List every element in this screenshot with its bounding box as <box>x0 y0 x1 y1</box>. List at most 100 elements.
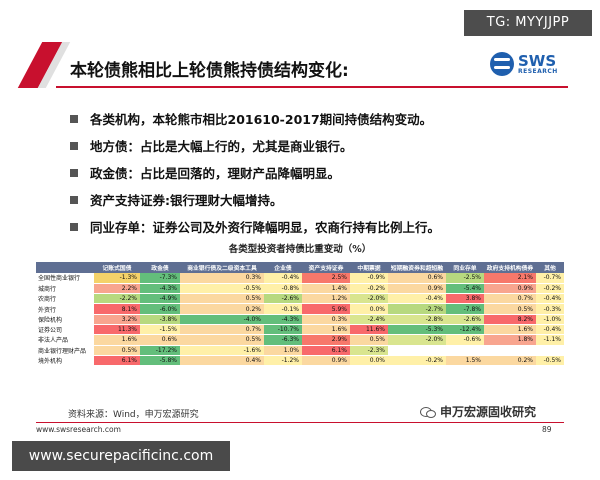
table-cell: -2.7% <box>388 303 446 315</box>
table-cell: 1.0% <box>264 345 302 356</box>
table-cell: -0.2% <box>388 355 446 367</box>
table-cell: 1.6% <box>94 334 140 346</box>
table-cell: 1.8% <box>484 334 536 346</box>
bullet-square-icon <box>70 222 78 231</box>
table-cell: -0.9% <box>350 273 388 284</box>
column-header: 短期融资券和超短融 <box>388 262 446 273</box>
bullet-square-icon <box>70 168 78 177</box>
table-row: 证券公司 11.3% -1.5% 0.7% -10.7% 1.6% 11.6% -5.3% -1… <box>36 324 564 336</box>
table-cell: 11.6% <box>350 324 388 336</box>
table-cell: -0.4% <box>388 293 446 305</box>
source-note: 资料来源：Wind，申万宏源研究 <box>68 410 199 420</box>
table-cell: 0.9% <box>388 283 446 295</box>
table-cell: -5.4% <box>446 283 484 295</box>
wechat-icon <box>420 406 436 418</box>
table-cell: -1.0% <box>536 314 564 325</box>
table-cell: 1.4% <box>302 283 350 295</box>
table-cell: 3.2% <box>94 314 140 325</box>
table-row: 城商行 2.2% -4.3% -0.5% -0.8% 1.4% -0.2% 0.9% -5.4%… <box>36 283 564 295</box>
table-cell: -6.3% <box>264 334 302 346</box>
watermark-top: TG: MYYJJPP <box>464 10 592 36</box>
row-label: 全国性商业银行 <box>36 273 94 284</box>
watermark-bottom: www.securepacificinc.com <box>12 441 230 471</box>
sws-logo-icon <box>490 52 514 76</box>
table-cell: -0.8% <box>264 283 302 295</box>
holdings-change-table: 记账式国债 政金债 商业银行债及二级资本工具 企业债 资产支持证券 中期票据 短期融资券和超… <box>36 262 564 367</box>
table-cell <box>484 345 536 356</box>
table-row: 商业银行理财产品 0.5% -17.2% -1.6% 1.0% 6.1% -2.3% <box>36 345 564 356</box>
table-cell: 0.2% <box>180 303 264 315</box>
table-cell: -2.6% <box>446 314 484 325</box>
table-cell: -1.6% <box>180 345 264 356</box>
logo-main-text: SWS <box>518 51 557 70</box>
wechat-brand-text: 申万宏源固收研究 <box>440 405 537 419</box>
table-cell: -0.4% <box>536 293 564 305</box>
table-cell: -12.4% <box>446 324 484 336</box>
table-cell: 6.1% <box>302 345 350 356</box>
table-cell: 0.5% <box>94 345 140 356</box>
row-label: 农商行 <box>36 293 94 305</box>
table-cell: -2.3% <box>350 345 388 356</box>
table-cell: 8.2% <box>484 314 536 325</box>
bullet-square-icon <box>70 195 78 204</box>
table-cell <box>388 345 446 356</box>
table-cell: 0.5% <box>180 293 264 305</box>
bullet-square-icon <box>70 141 78 150</box>
table-cell: 0.6% <box>140 334 180 346</box>
bullet-square-icon <box>70 114 78 123</box>
bullet-item: 资产支持证券:银行理财大幅增持。 <box>70 186 570 213</box>
table-cell: -2.2% <box>94 293 140 305</box>
table-cell: 5.9% <box>302 303 350 315</box>
table-cell: -2.4% <box>350 314 388 325</box>
row-label: 商业银行理财产品 <box>36 345 94 356</box>
column-header <box>36 262 94 273</box>
table-cell: 3.8% <box>446 293 484 305</box>
table-cell: 0.7% <box>484 293 536 305</box>
table-cell: -4.0% <box>180 314 264 325</box>
table-cell: 6.1% <box>94 355 140 367</box>
table-row: 全国性商业银行 -1.3% -7.3% 0.3% -0.4% 2.5% -0.9% 0.6% -… <box>36 273 564 284</box>
bullet-item: 政金债：占比是回落的，理财产品降幅明显。 <box>70 159 570 186</box>
table-cell: 0.9% <box>484 283 536 295</box>
bullet-text: 地方债：占比是大幅上行的，尤其是商业银行。 <box>90 139 353 154</box>
table-cell: 0.6% <box>388 273 446 284</box>
table-body: 全国性商业银行 -1.3% -7.3% 0.3% -0.4% 2.5% -0.9% 0.6% -… <box>36 273 564 367</box>
bullet-text: 政金债：占比是回落的，理财产品降幅明显。 <box>90 166 341 181</box>
wechat-brand: 申万宏源固收研究 <box>420 403 536 420</box>
column-header: 政金债 <box>140 262 180 273</box>
table-cell: 1.5% <box>446 355 484 367</box>
table-cell: -0.7% <box>536 273 564 284</box>
table-cell: -7.8% <box>446 303 484 315</box>
table-cell: -0.6% <box>446 334 484 346</box>
row-label: 外资行 <box>36 303 94 315</box>
table-cell: -2.6% <box>264 293 302 305</box>
page-number: 89 <box>542 425 552 434</box>
table-row: 非法人产品 1.6% 0.6% 0.5% -6.3% 2.9% 0.5% -2.0% -0.6%… <box>36 334 564 346</box>
table-cell: 2.5% <box>302 273 350 284</box>
column-header: 记账式国债 <box>94 262 140 273</box>
table-cell: -0.2% <box>536 283 564 295</box>
table-cell: -1.2% <box>264 355 302 367</box>
footer-divider <box>36 422 564 423</box>
table-cell: 8.1% <box>94 303 140 315</box>
column-header: 政府支持机构债券 <box>484 262 536 273</box>
table-row: 农商行 -2.2% -4.9% 0.5% -2.6% 1.2% -2.0% -0.4% 3.8%… <box>36 293 564 305</box>
table-title: 各类型投资者持债比重变动（%） <box>228 244 372 255</box>
table-cell: -4.3% <box>140 283 180 295</box>
row-label: 保险机构 <box>36 314 94 325</box>
table-cell: 1.6% <box>302 324 350 336</box>
table-cell: -3.8% <box>140 314 180 325</box>
column-header: 企业债 <box>264 262 302 273</box>
column-header: 其他 <box>536 262 564 273</box>
table-cell: 0.0% <box>350 303 388 315</box>
table-cell: 0.5% <box>484 303 536 315</box>
table-cell: -2.5% <box>446 273 484 284</box>
bullet-text: 各类机构，本轮熊市相比201610-2017期间持债结构变动。 <box>90 112 433 127</box>
table-cell: -0.4% <box>264 273 302 284</box>
row-label: 非法人产品 <box>36 334 94 346</box>
column-header: 资产支持证券 <box>302 262 350 273</box>
bullet-text: 同业存单：证券公司及外资行降幅明显，农商行持有比例上行。 <box>90 220 441 235</box>
table-row: 外资行 8.1% -6.0% 0.2% -0.1% 5.9% 0.0% -2.7% -7.8% 0… <box>36 303 564 315</box>
table-cell: 0.5% <box>350 334 388 346</box>
table-cell: -4.9% <box>140 293 180 305</box>
